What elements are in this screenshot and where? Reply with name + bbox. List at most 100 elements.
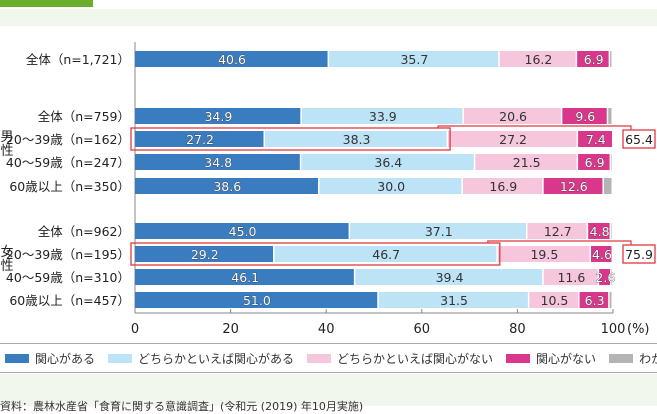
- legend-label: 関心がある: [35, 351, 96, 366]
- legend-label: わからない: [639, 351, 657, 366]
- data-label: 21.5: [513, 155, 541, 170]
- stacked-bar-chart: 0 20 40 60 80 100 (%) 全体（n=1,721） 全体（n=759） 20～39…: [0, 42, 656, 337]
- category-label: 全体（n=1,721）: [26, 52, 130, 67]
- source-note: 資料：農林水産省「食育に関する意識調査」(令和元 (2019) 年10月実施): [0, 400, 364, 413]
- bar-segment: [579, 292, 609, 308]
- category-label: 20～39歳（n=162）: [6, 132, 130, 147]
- data-label: 40.6: [218, 52, 246, 67]
- bar-segment: [135, 108, 301, 124]
- x-tick-label: 80: [509, 322, 526, 337]
- data-label: 37.1: [425, 224, 453, 239]
- data-label: 38.6: [213, 179, 241, 194]
- data-label: 16.9: [489, 179, 517, 194]
- bar-segment: [135, 292, 378, 308]
- bar-segment: [475, 154, 577, 170]
- data-label: 6.9: [584, 52, 604, 67]
- bar-segment: [329, 51, 499, 67]
- bracket-line: [437, 125, 632, 130]
- data-label: 9.6: [575, 109, 595, 124]
- data-label: 39.4: [436, 270, 464, 285]
- data-label: 45.0: [229, 224, 257, 239]
- legend-item: どちらかといえば関心がある: [108, 350, 294, 367]
- bar-segment: [497, 246, 590, 262]
- category-label: 全体（n=962）: [38, 224, 130, 239]
- bar-segment: [301, 154, 474, 170]
- data-label: 4.8: [590, 224, 610, 239]
- legend-swatch: [609, 353, 634, 363]
- legend-item: 関心がない: [506, 350, 596, 367]
- legend-item: 関心がある: [5, 350, 95, 367]
- header-band: [0, 9, 657, 26]
- total-label: 75.9: [625, 247, 653, 262]
- data-label: 27.2: [499, 132, 527, 147]
- bar-segment: [135, 223, 349, 239]
- x-unit-label: (%): [627, 322, 650, 337]
- data-label: 30.0: [377, 179, 405, 194]
- category-label: 60歳以上（n=350）: [9, 179, 130, 194]
- bar-segment: [463, 108, 561, 124]
- bar-segment: [529, 292, 579, 308]
- legend-swatch: [5, 353, 29, 363]
- bar-segment: [577, 51, 609, 67]
- legend: 関心がある どちらかといえば関心がある どちらかといえば関心がない 関心がない わからな…: [0, 343, 657, 373]
- category-label: 40～59歳（n=247）: [6, 155, 130, 170]
- data-label: 34.9: [204, 109, 232, 124]
- total-label: 65.4: [625, 132, 653, 147]
- data-label: 20.6: [499, 109, 527, 124]
- bar-segment: [499, 51, 576, 67]
- legend-label: どちらかといえば関心がある: [138, 351, 295, 366]
- x-tick-label: 0: [131, 322, 139, 337]
- data-label: 38.3: [343, 132, 371, 147]
- bar-segment: [350, 223, 526, 239]
- x-tick-label: 40: [318, 322, 335, 337]
- group-label: 性: [0, 144, 13, 159]
- bar-segment: [578, 131, 612, 147]
- category-label: 40～59歳（n=310）: [6, 270, 130, 285]
- bar-segment: [611, 269, 613, 285]
- bar-segment: [611, 154, 612, 170]
- bar-segment: [319, 178, 462, 194]
- bar-segment: [562, 108, 607, 124]
- data-label: 11.6: [557, 270, 585, 285]
- bar-segment: [135, 51, 328, 67]
- highlight-box: [130, 242, 501, 266]
- legend-item: どちらかといえば関心がない: [307, 350, 493, 367]
- bar-segment: [135, 246, 274, 262]
- data-label: 12.6: [560, 179, 588, 194]
- data-label: 19.5: [530, 247, 558, 262]
- data-label: 46.1: [231, 270, 259, 285]
- bar-segment: [135, 269, 354, 285]
- total-box: [622, 129, 656, 149]
- bracket-line: [487, 240, 632, 245]
- bar-segment: [578, 154, 610, 170]
- data-label: 27.2: [186, 132, 214, 147]
- bar-segment: [591, 246, 612, 262]
- data-label: 7.4: [586, 132, 606, 147]
- figure-tag: [0, 0, 93, 7]
- data-label: 36.4: [374, 155, 402, 170]
- bar-segment: [462, 178, 543, 194]
- bar-segment: [448, 131, 577, 147]
- data-label: 33.9: [369, 109, 397, 124]
- legend-item: わからない: [609, 350, 657, 367]
- bar-segment: [527, 223, 587, 239]
- bar-segment: [608, 108, 612, 124]
- legend-swatch: [506, 353, 531, 363]
- data-label: 12.7: [544, 224, 572, 239]
- bar-segment: [609, 292, 612, 308]
- category-label: 60歳以上（n=457）: [9, 293, 130, 308]
- bar-segment: [355, 269, 543, 285]
- data-label: 34.8: [204, 155, 232, 170]
- bar-segment: [588, 223, 610, 239]
- data-label: 6.9: [585, 155, 605, 170]
- data-label: 6.3: [585, 293, 605, 308]
- highlight-box: [130, 127, 451, 151]
- bar-segment: [378, 292, 528, 308]
- data-label: 51.0: [243, 293, 271, 308]
- x-tick-label: 100: [601, 322, 626, 337]
- bar-segment: [543, 178, 603, 194]
- bar-segment: [611, 223, 612, 239]
- legend-label: どちらかといえば関心がない: [337, 351, 494, 366]
- bar-segment: [603, 178, 612, 194]
- bar-segment: [543, 269, 598, 285]
